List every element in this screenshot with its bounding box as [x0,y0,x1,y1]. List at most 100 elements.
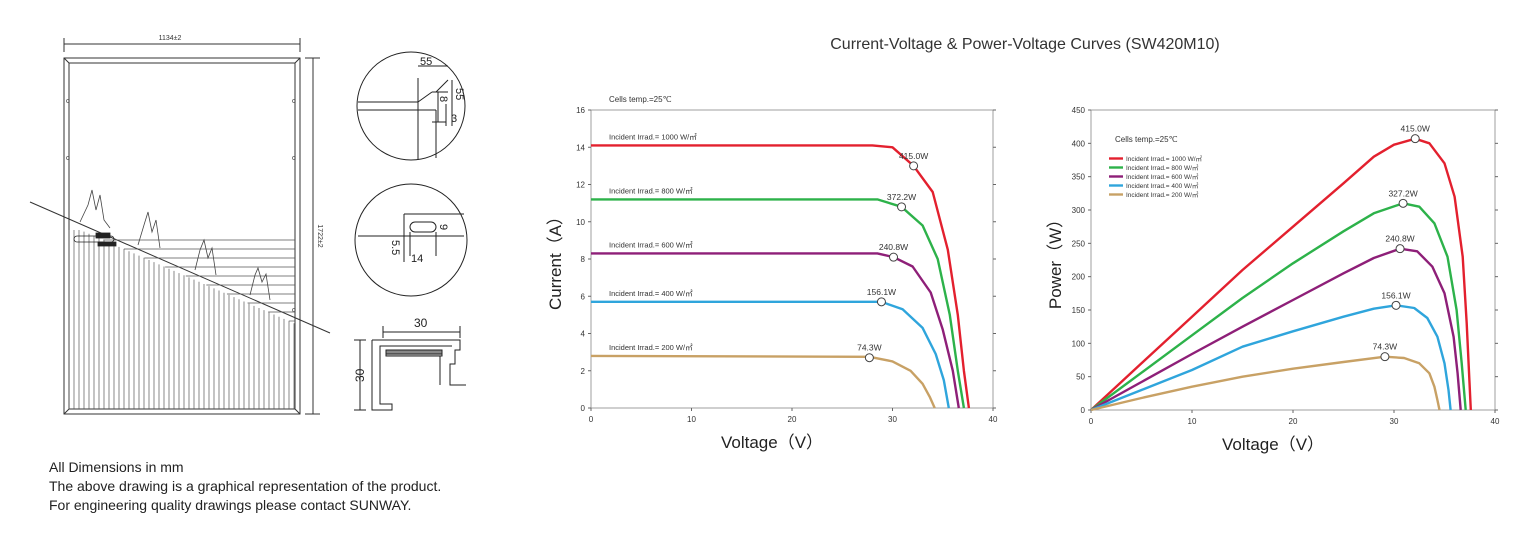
series-name-label: Incident Irrad.= 400 W/㎡ [609,289,693,298]
x-tick-label: 10 [687,415,696,424]
mpp-marker [876,297,886,307]
detail2-dim-a: 9 [437,224,449,230]
detail1-dim-d: 3 [451,113,457,125]
hole-mark: o [292,307,296,314]
mpp-label: 240.8W [879,242,908,252]
series-name-label: Incident Irrad.= 200 W/㎡ [609,343,693,352]
y-axis-label: Power（W） [1046,211,1065,309]
mpp-marker [897,202,907,212]
detail2-dim-b: 5.5 [389,240,401,255]
mpp-marker [1398,198,1408,208]
mpp-label: 372.2W [887,192,916,202]
y-tick-label: 250 [1072,239,1086,248]
y-tick-label: 8 [581,255,586,264]
mounting-holes: o o o o o [66,98,296,314]
charts-title: Current-Voltage & Power-Voltage Curves (… [830,36,1220,53]
pv-curve-chart: 0 10 20 30 40050100150200250300350400450Volt… [1046,106,1500,454]
panel-mechanical-drawing: o o o o o 1134±2 1722±2 55 55 8 3 [29,35,468,415]
mpp-label: 415.0W [899,151,928,161]
legend-entry: Incident Irrad.= 400 W/㎡ [1126,181,1199,190]
y-tick-label: 4 [581,330,586,339]
legend-entry: Incident Irrad.= 200 W/㎡ [1126,190,1199,199]
x-tick-label: 20 [788,415,797,424]
series-line [1090,202,1467,411]
note-dimensions: All Dimensions in mm [49,459,184,475]
mpp-label: 74.3W [857,343,882,353]
y-axis-label: Current（A） [546,208,565,310]
note-contact: For engineering quality drawings please … [49,497,412,513]
legend-entry: Incident Irrad.= 600 W/㎡ [1126,172,1199,181]
x-tick-label: 0 [1089,417,1094,426]
mpp-label: 415.0W [1401,124,1430,134]
detail2-dim-c: 14 [411,253,423,265]
series-line [590,354,936,409]
x-tick-label: 40 [989,415,998,424]
series-name-label: Incident Irrad.= 600 W/㎡ [609,240,693,249]
plot-area-border [590,109,994,409]
y-tick-label: 2 [581,367,586,376]
x-tick-label: 20 [1289,417,1298,426]
hole-mark: o [66,155,70,162]
y-tick-label: 12 [576,181,585,190]
y-tick-label: 0 [1081,406,1086,415]
series-line [1090,137,1472,411]
iv-curve-chart: 0 10 20 30 40 0 2 4 6 8 10 12 14 16 Voltage（V） Current（… [546,95,998,452]
detail-circle-hole [354,183,468,297]
mpp-marker [909,161,919,171]
frame-cross-section [354,326,466,411]
y-tick-label: 350 [1072,173,1086,182]
x-tick-label: 30 [1390,417,1399,426]
x-tick-label: 10 [1188,417,1197,426]
hole-mark: o [292,155,296,162]
hole-mark: o [66,98,70,105]
mpp-marker [864,353,874,363]
y-tick-label: 150 [1072,306,1086,315]
series-line [591,144,971,409]
mpp-marker [1410,134,1420,144]
y-tick-label: 16 [576,106,585,115]
series-line [1090,304,1452,412]
temperature-annotation: Cells temp.=25℃ [1115,135,1178,144]
y-tick-label: 200 [1072,273,1086,282]
x-axis-label: Voltage（V） [1222,435,1324,454]
mpp-marker [889,252,899,262]
series-line [591,252,960,409]
section-height-label: 30 [353,368,367,382]
section-cut-line [29,201,331,334]
x-tick-label: 0 [589,415,594,424]
mpp-label: 74.3W [1373,342,1398,352]
series-line [1090,355,1441,412]
series-line [1090,247,1462,412]
mpp-label: 156.1W [1381,290,1410,300]
y-tick-label: 14 [576,143,585,152]
legend-entry: Incident Irrad.= 1000 W/㎡ [1126,154,1203,163]
temperature-annotation: Cells temp.=25℃ [609,95,672,104]
y-tick-label: 450 [1072,106,1086,115]
mpp-marker [1380,352,1390,362]
mpp-label: 327.2W [1388,188,1417,198]
x-tick-label: 40 [1491,417,1500,426]
mpp-marker [1391,300,1401,310]
x-tick-label: 30 [888,415,897,424]
panel-frame-outer [63,57,301,415]
note-representation: The above drawing is a graphical represe… [49,478,442,494]
broken-view-peaks [79,189,271,301]
junction-box [73,232,117,247]
series-name-label: Incident Irrad.= 1000 W/㎡ [609,132,697,141]
hole-mark: o [292,98,296,105]
mpp-label: 156.1W [867,287,896,297]
mpp-label: 240.8W [1385,234,1414,244]
width-dimension-label: 1134±2 [159,35,182,42]
mpp-marker [1395,244,1405,254]
y-tick-label: 400 [1072,139,1086,148]
detail1-dim-a: 55 [420,56,432,68]
y-tick-label: 50 [1076,373,1085,382]
y-tick-label: 10 [576,218,585,227]
series-line [591,198,966,409]
series-name-label: Incident Irrad.= 800 W/㎡ [609,186,693,195]
detail-circle-corner [356,51,466,161]
y-tick-label: 300 [1072,206,1086,215]
drawing-notes: All Dimensions in mm The above drawing i… [49,458,441,515]
solar-cell-grid [68,230,295,409]
height-dimension-label: 1722±2 [316,224,323,247]
